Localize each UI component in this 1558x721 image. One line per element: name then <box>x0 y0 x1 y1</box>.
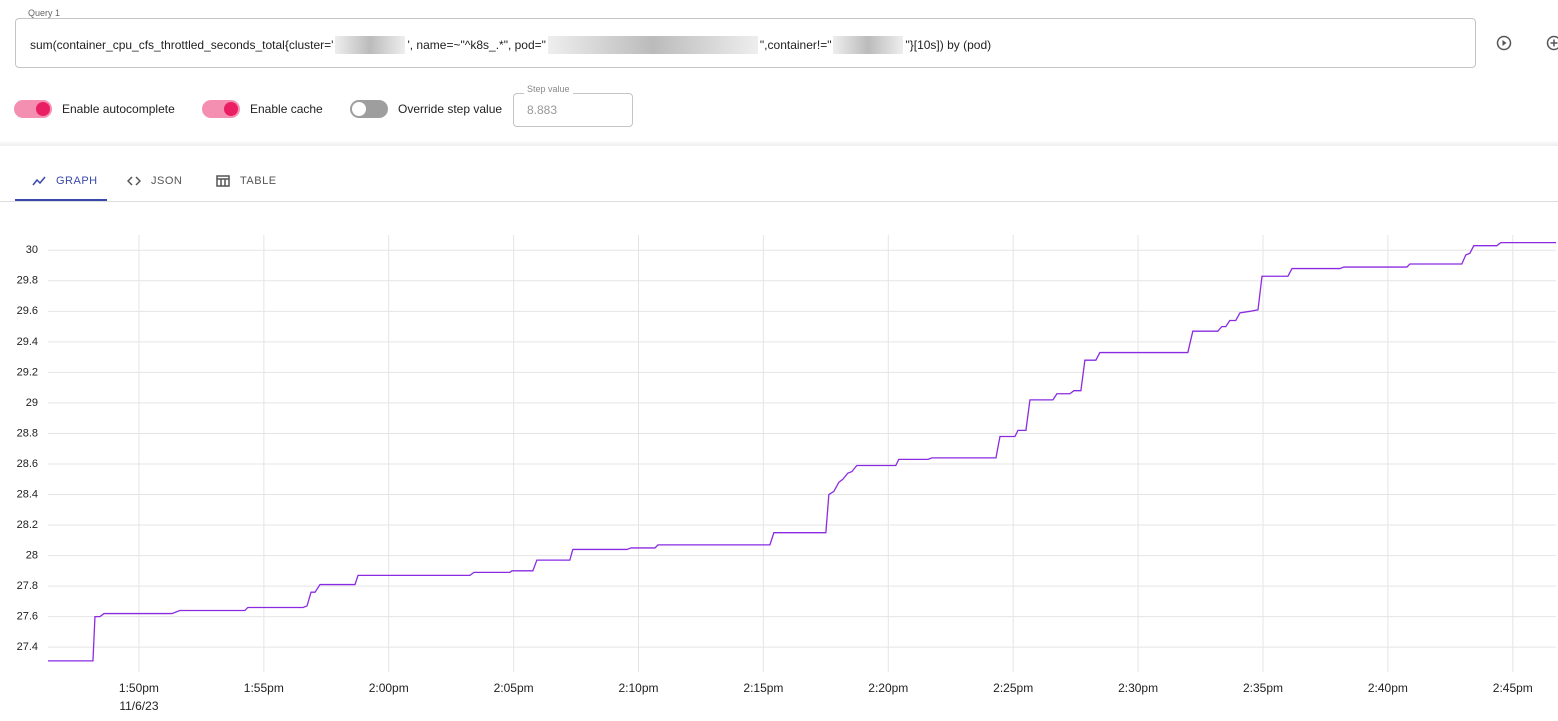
y-tick-label: 29 <box>26 397 38 409</box>
query-part: sum(container_cpu_cfs_throttled_seconds_… <box>30 38 334 52</box>
query-label: Query 1 <box>24 8 65 18</box>
y-tick-label: 29.2 <box>17 366 38 378</box>
option[interactable]: Enable cache <box>202 100 323 118</box>
query-part: ', name=~"^k8s_.*", pod=" <box>407 38 546 52</box>
x-tick-label: 2:45pm <box>1493 681 1533 695</box>
y-tick-label: 28 <box>26 549 38 561</box>
y-tick-label: 30 <box>26 244 38 256</box>
x-tick-label: 2:00pm <box>369 681 409 695</box>
tab-icon <box>127 176 141 186</box>
tab[interactable]: GRAPH <box>32 174 98 188</box>
x-date-label: 11/6/23 <box>119 699 158 713</box>
tab-label: JSON <box>151 175 183 187</box>
x-tick-label: 2:35pm <box>1243 681 1283 695</box>
x-tick-label: 1:55pm <box>244 681 284 695</box>
option-label: Enable autocomplete <box>62 102 175 116</box>
x-tick-label: 2:15pm <box>743 681 783 695</box>
y-tick-label: 29.4 <box>17 336 38 348</box>
toggle[interactable] <box>14 100 52 118</box>
series-line <box>48 241 1556 662</box>
y-tick-label: 28.8 <box>17 427 38 439</box>
tab[interactable]: TABLE <box>216 174 277 188</box>
tab-icon <box>216 175 230 187</box>
redacted <box>833 36 904 54</box>
toggle[interactable] <box>350 100 388 118</box>
toggle-knob <box>36 102 50 116</box>
y-tick-label: 27.6 <box>17 611 38 623</box>
tab-icon <box>32 176 46 186</box>
y-tick-label: 28.6 <box>17 458 38 470</box>
option-label: Override step value <box>398 102 503 116</box>
tab-divider <box>0 201 1558 202</box>
query-part: "}[10s]) by (pod) <box>905 38 992 52</box>
y-tick-label: 27.8 <box>17 580 38 592</box>
option[interactable]: Enable autocomplete <box>14 100 175 118</box>
tab-label: GRAPH <box>56 175 98 187</box>
option[interactable]: Override step value <box>350 100 502 118</box>
toggle-knob <box>352 102 366 116</box>
y-tick-label: 29.8 <box>17 275 38 287</box>
step-label: Step value <box>524 84 573 94</box>
step-placeholder: 8.883 <box>527 103 558 117</box>
query-text: sum(container_cpu_cfs_throttled_seconds_… <box>30 36 991 54</box>
step-input[interactable] <box>513 93 633 127</box>
execute-button[interactable] <box>1495 34 1513 52</box>
option-label: Enable cache <box>250 102 323 116</box>
add-button[interactable] <box>1545 34 1558 52</box>
redacted <box>547 36 758 54</box>
x-tick-label: 2:05pm <box>494 681 534 695</box>
tab-underline <box>15 199 107 201</box>
x-tick-label: 1:50pm <box>119 681 159 695</box>
x-tick-label: 2:10pm <box>618 681 658 695</box>
toggle[interactable] <box>202 100 240 118</box>
x-tick-label: 2:30pm <box>1118 681 1158 695</box>
query-part: ",container!=" <box>759 38 832 52</box>
query-input[interactable] <box>15 18 1476 68</box>
x-tick-label: 2:40pm <box>1368 681 1408 695</box>
tab[interactable]: JSON <box>127 174 182 188</box>
header-shadow <box>0 140 1558 146</box>
redacted <box>335 36 406 54</box>
x-tick-label: 2:20pm <box>868 681 908 695</box>
y-tick-label: 28.4 <box>17 488 38 500</box>
y-tick-label: 28.2 <box>17 519 38 531</box>
x-tick-label: 2:25pm <box>993 681 1033 695</box>
tab-label: TABLE <box>240 175 277 187</box>
y-tick-label: 27.4 <box>17 641 38 653</box>
y-tick-label: 29.6 <box>17 305 38 317</box>
toggle-knob <box>224 102 238 116</box>
